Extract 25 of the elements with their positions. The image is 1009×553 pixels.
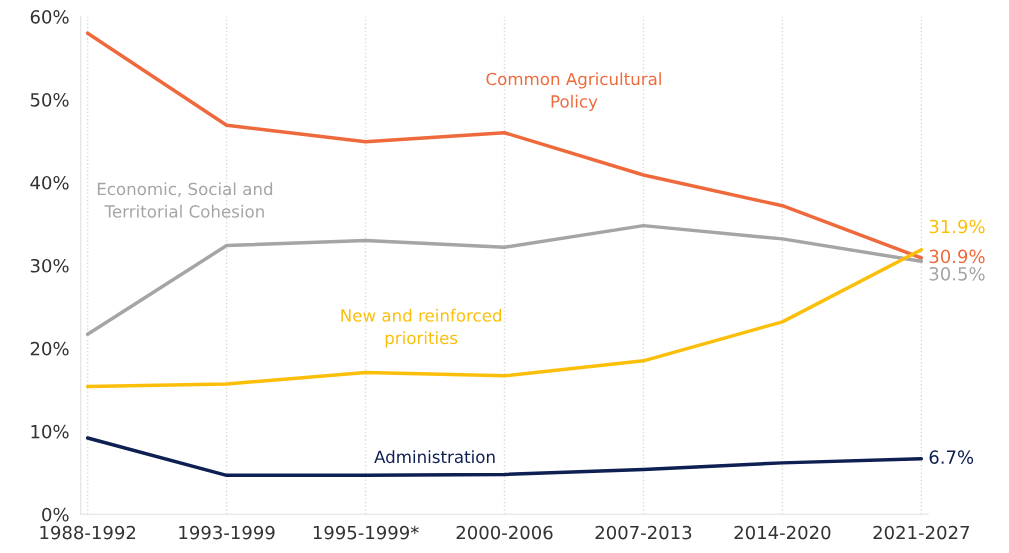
series-label: Economic, Social and Territorial Cohesion xyxy=(97,182,273,218)
series-label: New and reinforced priorities xyxy=(341,308,501,348)
x-tick-label: 2014-2020 xyxy=(734,525,831,540)
y-tick-label: 40% xyxy=(30,175,69,190)
data-label: 31.9% xyxy=(929,219,985,234)
line-series xyxy=(85,247,924,389)
series-label: Common Agricultural Policy xyxy=(486,72,661,111)
line-series xyxy=(85,31,924,260)
x-tick-label: 2021-2027 xyxy=(873,525,969,540)
x-tick-label: 2000-2006 xyxy=(456,525,553,540)
data-label: 30.9% xyxy=(929,249,985,264)
y-tick-label: 60% xyxy=(30,10,69,24)
x-tick-label: 1988-1992 xyxy=(40,525,136,540)
y-tick-label: 30% xyxy=(30,258,69,273)
y-tick-label: 10% xyxy=(31,424,69,439)
data-label: 30.5% xyxy=(929,266,985,281)
x-tick-label: 1995-1999* xyxy=(313,525,419,540)
x-tick-label: 1993-1999 xyxy=(179,525,275,540)
series-label: Administration xyxy=(374,450,495,464)
data-label: 6.7% xyxy=(929,450,974,464)
x-tick-label: 2007-2013 xyxy=(595,525,692,540)
y-tick-label: 20% xyxy=(30,341,69,356)
y-tick-label: 0% xyxy=(42,507,69,522)
y-tick-label: 50% xyxy=(30,93,69,107)
line-series xyxy=(85,436,924,478)
